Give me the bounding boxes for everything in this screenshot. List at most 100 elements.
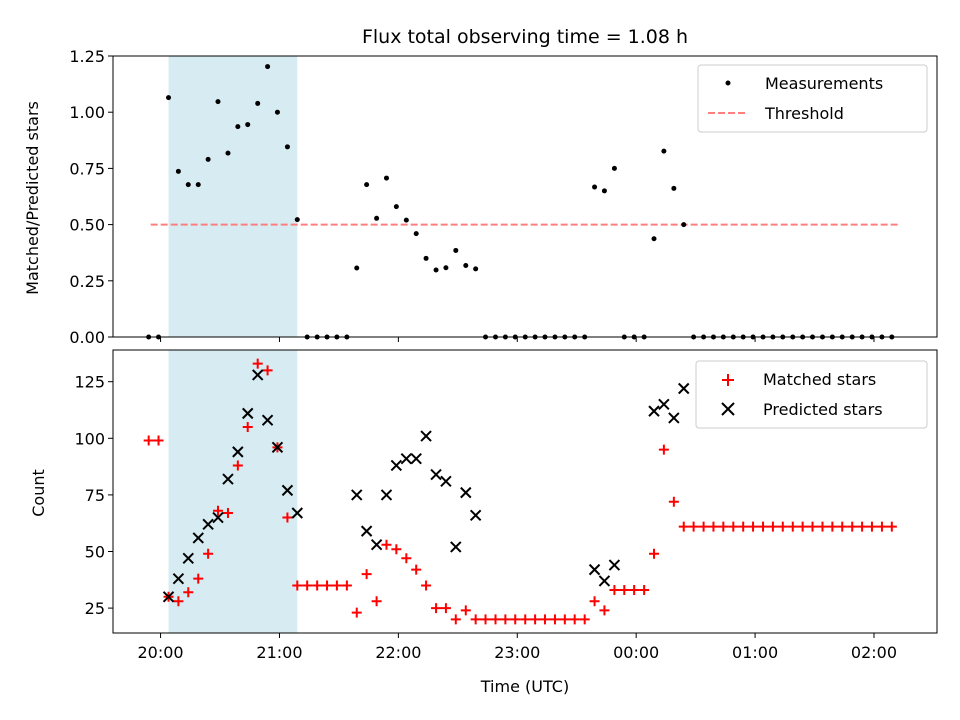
- y-tick-label: 1.00: [69, 103, 105, 122]
- matched-stars-point: [758, 521, 769, 532]
- matched-stars-point: [322, 580, 333, 591]
- matched-stars-point: [450, 614, 461, 625]
- predicted-stars-point: [291, 507, 304, 519]
- measurement-point: [383, 175, 389, 181]
- predicted-stars-point: [202, 518, 214, 531]
- predicted-stars-point: [182, 552, 194, 564]
- x-tick-label: 21:00: [256, 643, 302, 662]
- matched-stars-point: [282, 512, 293, 523]
- y-tick-label: 0.75: [69, 159, 105, 178]
- y-tick-label: 0.25: [69, 272, 105, 291]
- matched-stars-point: [787, 521, 798, 532]
- predicted-stars-point: [648, 405, 660, 417]
- matched-stars-point: [886, 521, 897, 532]
- predicted-stars-point: [271, 441, 284, 454]
- measurement-point: [235, 124, 241, 130]
- count-x-ticks: 20:00 21:00 22:00 23:00 00:00 01:00 02:00: [138, 633, 897, 662]
- x-tick-label: 22:00: [375, 643, 421, 662]
- ratio-shaded-span: [168, 56, 298, 337]
- x-tick-label: 01:00: [732, 643, 778, 662]
- measurement-point: [423, 255, 429, 261]
- matched-stars-point: [212, 505, 223, 516]
- matched-stars-point: [678, 521, 689, 532]
- matched-stars-point: [421, 580, 432, 591]
- ratio-legend-box: [697, 64, 928, 133]
- count-plot-frame: [112, 349, 938, 634]
- legend-matched-marker: [722, 374, 734, 386]
- predicted-stars-point: [162, 591, 175, 603]
- x-tick-label: 20:00: [138, 643, 184, 662]
- matched-stars-point: [460, 605, 471, 616]
- matched-stars-point: [203, 548, 214, 559]
- matched-stars-point: [569, 614, 580, 625]
- measurement-point: [274, 109, 280, 115]
- matched-stars-point: [708, 521, 719, 532]
- matched-stars-point: [262, 365, 273, 376]
- matched-stars-point: [401, 553, 412, 564]
- measurement-point: [185, 182, 191, 188]
- matched-stars-point: [668, 496, 679, 507]
- matched-stars-point: [391, 544, 402, 555]
- predicted-stars-point: [469, 509, 482, 521]
- measurement-point: [245, 122, 251, 128]
- matched-stars-point: [312, 580, 323, 591]
- ratio-title: Flux total observing time = 1.08 h: [362, 26, 688, 48]
- ratio-x-ticks: [160, 337, 875, 342]
- predicted-stars-point: [678, 382, 690, 395]
- matched-stars-point: [866, 521, 877, 532]
- measurement-point: [592, 184, 598, 190]
- measurement-point: [413, 231, 419, 237]
- matched-stars-point: [500, 614, 511, 625]
- count-y-axis-label: Count: [29, 469, 48, 517]
- matched-stars-point: [331, 580, 342, 591]
- measurement-point: [671, 185, 677, 191]
- predicted-stars-point: [460, 486, 472, 499]
- predicted-stars-point: [598, 575, 611, 587]
- y-tick-label: 100: [74, 429, 105, 448]
- matched-stars-point: [559, 614, 570, 625]
- count-legend: Matched stars Predicted stars: [695, 360, 928, 429]
- measurement-point: [681, 222, 687, 228]
- legend-threshold-label: Threshold: [764, 104, 844, 123]
- ratio-plot-frame: [112, 55, 938, 338]
- matched-stars-point: [549, 614, 560, 625]
- predicted-stars-point: [668, 412, 680, 424]
- measurement-point: [294, 217, 300, 223]
- matched-stars-point: [143, 435, 154, 446]
- predicted-stars-point: [588, 563, 601, 576]
- matched-stars-point: [351, 607, 362, 618]
- matched-stars-point: [222, 508, 233, 519]
- matched-stars-point: [242, 421, 253, 432]
- matched-stars-point: [480, 614, 491, 625]
- x-tick-label: 00:00: [613, 643, 659, 662]
- measurement-point: [611, 165, 617, 171]
- predicted-stars-point: [658, 398, 670, 411]
- measurement-point: [166, 95, 172, 101]
- y-tick-label: 75: [85, 486, 105, 505]
- predicted-stars-point: [450, 541, 462, 553]
- matched-stars-point: [827, 521, 838, 532]
- count-shaded-span: [168, 350, 298, 633]
- predicted-stars-point: [430, 468, 442, 481]
- y-tick-label: 125: [74, 373, 105, 392]
- matched-stars-point: [371, 596, 382, 607]
- measurement-point: [175, 168, 181, 174]
- measurement-point: [364, 182, 370, 188]
- y-tick-label: 50: [85, 542, 105, 561]
- predicted-stars-point: [261, 414, 274, 426]
- matched-stars-point: [817, 521, 828, 532]
- matched-stars-point: [857, 521, 868, 532]
- measurement-point: [473, 266, 479, 272]
- legend-measurements-label: Measurements: [765, 74, 883, 93]
- predicted-stars-point: [380, 489, 393, 501]
- matched-stars-point: [847, 521, 858, 532]
- matched-stars-point: [698, 521, 709, 532]
- measurement-point: [661, 148, 667, 154]
- matched-stars-point: [292, 580, 303, 591]
- matched-stars-point: [777, 521, 788, 532]
- matched-stars-point: [530, 614, 541, 625]
- matched-stars-point: [510, 614, 521, 625]
- measurement-point: [354, 265, 360, 271]
- measurement-point: [255, 100, 261, 106]
